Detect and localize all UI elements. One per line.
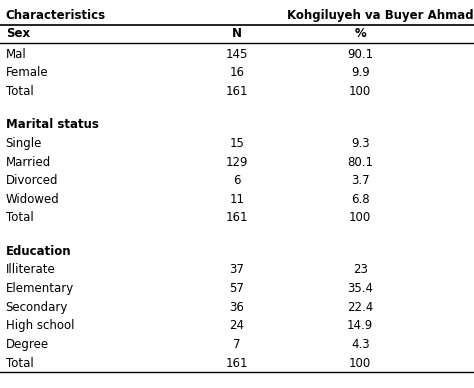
Text: Degree: Degree xyxy=(6,338,49,351)
Text: Widowed: Widowed xyxy=(6,193,59,206)
Text: 9.9: 9.9 xyxy=(351,66,370,80)
Text: 100: 100 xyxy=(349,357,371,370)
Text: 15: 15 xyxy=(229,137,245,150)
Text: 9.3: 9.3 xyxy=(351,137,370,150)
Text: 35.4: 35.4 xyxy=(347,282,373,295)
Text: 14.9: 14.9 xyxy=(347,319,374,333)
Text: 7: 7 xyxy=(233,338,241,351)
Text: Illiterate: Illiterate xyxy=(6,263,55,277)
Text: High school: High school xyxy=(6,319,74,333)
Text: 100: 100 xyxy=(349,211,371,225)
Text: 100: 100 xyxy=(349,85,371,98)
Text: 161: 161 xyxy=(226,357,248,370)
Text: Single: Single xyxy=(6,137,42,150)
Text: Mal: Mal xyxy=(6,48,27,61)
Text: 37: 37 xyxy=(229,263,245,277)
Text: 22.4: 22.4 xyxy=(347,301,374,314)
Text: Divorced: Divorced xyxy=(6,174,58,187)
Text: 129: 129 xyxy=(226,156,248,169)
Text: 16: 16 xyxy=(229,66,245,80)
Text: 145: 145 xyxy=(226,48,248,61)
Text: %: % xyxy=(355,27,366,40)
Text: Marital status: Marital status xyxy=(6,118,99,132)
Text: Female: Female xyxy=(6,66,48,80)
Text: Total: Total xyxy=(6,211,34,225)
Text: 3.7: 3.7 xyxy=(351,174,370,187)
Text: Secondary: Secondary xyxy=(6,301,68,314)
Text: Married: Married xyxy=(6,156,51,169)
Text: 24: 24 xyxy=(229,319,245,333)
Text: 23: 23 xyxy=(353,263,368,277)
Text: Kohgiluyeh va Buyer Ahmad: Kohgiluyeh va Buyer Ahmad xyxy=(287,9,474,22)
Text: 57: 57 xyxy=(229,282,245,295)
Text: Total: Total xyxy=(6,85,34,98)
Text: 6: 6 xyxy=(233,174,241,187)
Text: 161: 161 xyxy=(226,85,248,98)
Text: Education: Education xyxy=(6,245,71,258)
Text: 4.3: 4.3 xyxy=(351,338,370,351)
Text: 11: 11 xyxy=(229,193,245,206)
Text: 36: 36 xyxy=(229,301,245,314)
Text: Characteristics: Characteristics xyxy=(6,9,106,22)
Text: N: N xyxy=(232,27,242,40)
Text: Total: Total xyxy=(6,357,34,370)
Text: 90.1: 90.1 xyxy=(347,48,374,61)
Text: 161: 161 xyxy=(226,211,248,225)
Text: Elementary: Elementary xyxy=(6,282,74,295)
Text: Sex: Sex xyxy=(6,27,30,40)
Text: 80.1: 80.1 xyxy=(347,156,373,169)
Text: 6.8: 6.8 xyxy=(351,193,370,206)
